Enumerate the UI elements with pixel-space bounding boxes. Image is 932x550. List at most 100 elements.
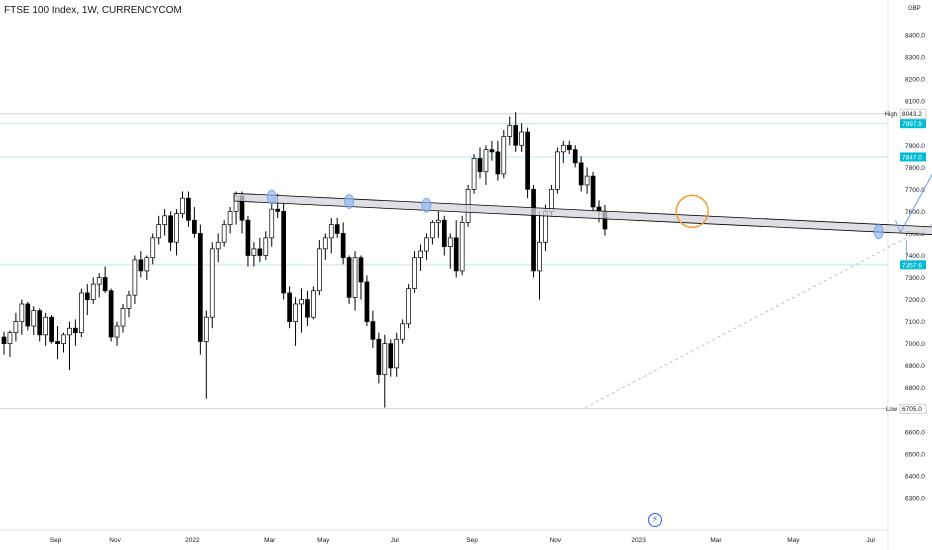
candle-body[interactable] (19, 303, 25, 322)
candle-body[interactable] (382, 343, 388, 375)
candle-body[interactable] (507, 125, 513, 137)
candle-body[interactable] (275, 208, 281, 212)
candle-body[interactable] (501, 136, 507, 175)
candle-body[interactable] (61, 334, 66, 345)
candle-body[interactable] (406, 288, 411, 325)
candle-body[interactable] (168, 215, 173, 243)
candle-body[interactable] (471, 158, 477, 190)
candle-body[interactable] (31, 310, 37, 327)
candle-body[interactable] (293, 303, 298, 322)
candle-body[interactable] (156, 224, 162, 239)
candle-body[interactable] (584, 175, 590, 186)
candle-body[interactable] (269, 208, 275, 239)
candle-body[interactable] (560, 144, 566, 153)
candle-body[interactable] (459, 222, 465, 272)
candle-body[interactable] (144, 257, 150, 272)
candle-body[interactable] (328, 224, 334, 239)
candle-body[interactable] (114, 325, 120, 338)
candle-body[interactable] (388, 343, 394, 369)
candle-body[interactable] (441, 219, 447, 248)
candle-body[interactable] (352, 257, 358, 298)
candle-body[interactable] (334, 224, 340, 234)
candle-body[interactable] (221, 224, 227, 243)
candle-body[interactable] (174, 213, 179, 243)
candle-body[interactable] (281, 211, 286, 294)
candle-body[interactable] (531, 188, 536, 272)
candle-body[interactable] (209, 248, 215, 318)
candle-body[interactable] (108, 290, 114, 338)
candle-body[interactable] (25, 303, 31, 327)
candle-body[interactable] (7, 332, 13, 345)
candle-body[interactable] (90, 283, 96, 300)
candle-body[interactable] (453, 237, 459, 272)
candle-body[interactable] (537, 241, 542, 272)
candle-body[interactable] (96, 277, 102, 285)
candle-body[interactable] (394, 338, 400, 369)
candle-body[interactable] (358, 257, 364, 283)
resistance-channel[interactable] (233, 192, 932, 237)
candle-body[interactable] (49, 316, 54, 342)
candle-body[interactable] (198, 233, 203, 342)
candle-body[interactable] (215, 241, 221, 250)
candle-body[interactable] (203, 316, 209, 342)
candle-body[interactable] (138, 259, 144, 272)
candle-body[interactable] (572, 149, 578, 164)
candle-body[interactable] (287, 292, 292, 322)
candle-body[interactable] (192, 219, 197, 234)
candle-body[interactable] (430, 222, 435, 239)
candle-body[interactable] (513, 125, 519, 146)
candle-body[interactable] (257, 248, 263, 256)
candle-body[interactable] (37, 310, 43, 336)
candle-body[interactable] (590, 175, 596, 208)
candle-body[interactable] (73, 327, 78, 333)
candle-body[interactable] (78, 292, 84, 333)
candle-body[interactable] (489, 149, 495, 153)
candle-body[interactable] (305, 299, 310, 318)
candle-body[interactable] (84, 292, 90, 300)
candle-body[interactable] (1, 336, 7, 345)
candle-body[interactable] (578, 162, 584, 186)
candle-body[interactable] (400, 323, 405, 340)
candle-body[interactable] (424, 237, 429, 252)
candle-body[interactable] (477, 158, 483, 173)
candle-body[interactable] (263, 237, 269, 256)
candle-body[interactable] (162, 215, 167, 225)
candle-body[interactable] (186, 197, 191, 221)
candle-body[interactable] (67, 327, 72, 336)
candle-body[interactable] (364, 281, 370, 322)
candle-body[interactable] (495, 151, 501, 175)
candle-body[interactable] (311, 290, 316, 318)
candle-body[interactable] (340, 233, 346, 259)
candle-body[interactable] (376, 338, 382, 375)
candle-body[interactable] (126, 294, 132, 309)
candle-body[interactable] (180, 197, 185, 214)
candle-body[interactable] (412, 257, 417, 289)
touch-marker (873, 224, 884, 240)
candle-body[interactable] (483, 149, 489, 173)
candle-body[interactable] (370, 321, 376, 340)
candle-body[interactable] (55, 341, 60, 345)
candle-body[interactable] (346, 257, 352, 298)
candle-body[interactable] (317, 248, 322, 292)
candle-body[interactable] (322, 237, 328, 250)
candle-body[interactable] (150, 237, 156, 259)
candle-body[interactable] (102, 277, 108, 292)
candle-body[interactable] (447, 237, 453, 248)
candle-body[interactable] (549, 188, 554, 212)
candle-body[interactable] (120, 308, 126, 327)
candle-body[interactable] (251, 248, 257, 256)
candle-body[interactable] (13, 321, 19, 333)
candle-body[interactable] (227, 211, 233, 225)
candle-body[interactable] (245, 219, 251, 256)
candle-body[interactable] (525, 131, 530, 190)
flash-icon[interactable]: ⚡ (648, 513, 662, 527)
candle-body[interactable] (418, 250, 423, 259)
candle-body[interactable] (566, 144, 572, 151)
candle-body[interactable] (43, 316, 49, 336)
candle-body[interactable] (519, 131, 525, 146)
candle-body[interactable] (554, 151, 560, 190)
candle-body[interactable] (299, 299, 304, 305)
candle-body[interactable] (132, 259, 138, 296)
candle-body[interactable] (436, 219, 441, 223)
